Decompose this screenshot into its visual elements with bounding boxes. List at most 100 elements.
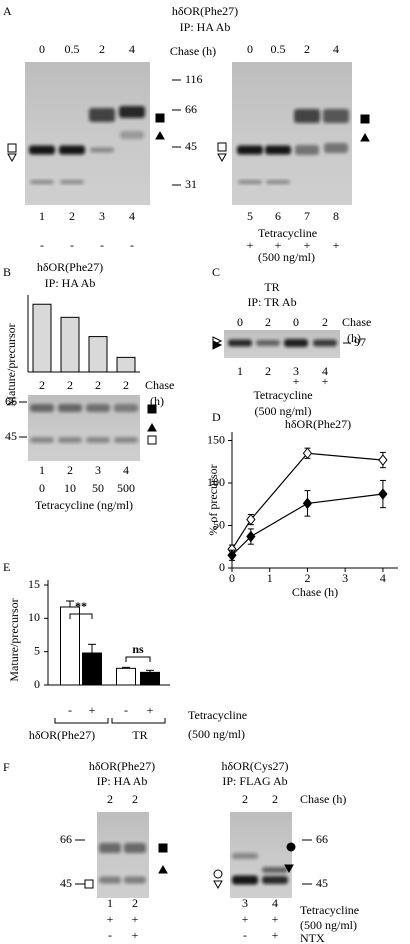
panel-label: F — [3, 760, 10, 774]
gel-band — [30, 404, 54, 412]
tet-sign: + — [304, 238, 311, 252]
gel-band — [284, 339, 308, 347]
chase-time: 4 — [129, 42, 135, 56]
group-label: hδOR(Phe27) — [29, 728, 95, 742]
chase-time: 0 — [237, 315, 243, 329]
lane-number: 2 — [265, 364, 271, 378]
tet-label: Tetracycline (ng/ml) — [35, 498, 133, 512]
y-tick-label: 150 — [207, 432, 225, 446]
marker-square — [147, 404, 157, 414]
bar — [116, 667, 136, 686]
x-tick-label: 1 — [267, 571, 273, 585]
panel-title: hδOR(Phe27) — [37, 260, 103, 274]
x-axis-label: Chase (h) — [292, 585, 338, 599]
gel-band — [59, 145, 85, 155]
tet-sign: + — [275, 238, 282, 252]
gel-band — [313, 339, 337, 347]
bar — [60, 316, 80, 373]
panel-label: C — [212, 265, 220, 279]
chase-unit: (h) — [347, 331, 361, 345]
tet-dose: 10 — [64, 481, 76, 495]
chase-time: 2 — [107, 792, 113, 806]
lane-number: 2 — [69, 209, 75, 223]
tet-label: Tetracycline — [253, 388, 312, 402]
mw-marker: 45 — [185, 139, 197, 153]
tet-conc: (500 ng/ml) — [258, 250, 315, 264]
chase-label: Chase (h) — [170, 44, 216, 58]
y-tick-label: 50 — [213, 517, 225, 531]
mw-marker: 31 — [185, 177, 197, 191]
gel-band — [237, 145, 263, 155]
y-tick-label: 15 — [28, 577, 40, 591]
chase-time: 2 — [322, 315, 328, 329]
chase-unit: (h) — [150, 394, 164, 408]
tet-conc: (500 ng/ml) — [300, 918, 357, 932]
marker-triangle — [284, 864, 294, 874]
gel-band — [29, 145, 55, 155]
gel-band — [58, 437, 82, 443]
mw-marker: 66 — [5, 394, 17, 408]
lane-number: 3 — [99, 209, 105, 223]
tet-sign: + — [132, 912, 139, 926]
marker-triangle — [212, 340, 223, 350]
lane-number: 1 — [39, 463, 45, 477]
gel-band — [124, 876, 146, 884]
ntx-sign: + — [132, 928, 139, 942]
y-axis-label: Mature/precursor — [4, 323, 18, 406]
y-tick-label: 5 — [34, 643, 40, 657]
data-point — [378, 488, 388, 500]
panel-title: hδOR(Phe27) — [172, 4, 238, 18]
group-label: TR — [132, 728, 147, 742]
chase-time: 0 — [39, 42, 45, 56]
ip-label: IP: TR Ab — [247, 295, 296, 309]
marker-square — [84, 879, 94, 889]
marker-triangle — [360, 132, 370, 142]
data-point — [246, 513, 256, 526]
tet-conc: (500 ng/ml) — [255, 404, 312, 418]
x-sign: + — [147, 703, 154, 717]
chase-time: 2 — [99, 42, 105, 56]
gel-band — [262, 867, 288, 873]
tet-dose: 50 — [92, 481, 104, 495]
significance-label: ** — [75, 599, 87, 613]
tet-sign: + — [242, 912, 249, 926]
lane-number: 3 — [242, 896, 248, 910]
panel-label: E — [3, 560, 10, 574]
chase-time: 0 — [293, 315, 299, 329]
gel-band — [266, 180, 290, 184]
gel-band — [124, 843, 146, 853]
data-point — [302, 447, 313, 460]
bar — [82, 652, 102, 686]
tet-sign: + — [322, 374, 329, 388]
mw-marker: 116 — [185, 72, 203, 86]
marker-square — [217, 142, 227, 152]
marker-triangle — [155, 130, 165, 140]
chase-time: 2 — [132, 792, 138, 806]
chase-time: 4 — [333, 42, 339, 56]
chase-time: 2 — [272, 792, 278, 806]
tet-sign: + — [293, 374, 300, 388]
panel-label: D — [212, 410, 221, 424]
mw-marker: 45 — [60, 876, 72, 890]
lane-number: 5 — [247, 209, 253, 223]
marker-square — [360, 114, 370, 124]
marker-circle — [213, 869, 223, 879]
data-point — [227, 549, 237, 562]
gel-band — [58, 404, 82, 412]
panel-title: hδOR(Phe27) — [89, 759, 155, 773]
marker-square — [7, 143, 17, 153]
lane-number: 3 — [95, 463, 101, 477]
tet-sign: + — [107, 912, 114, 926]
marker-triangle — [213, 880, 223, 890]
mw-marker: 45 — [316, 876, 328, 890]
bar — [140, 671, 160, 686]
bar — [60, 606, 80, 686]
y-axis-label: Mature/precursor — [7, 598, 21, 681]
gel-band — [294, 109, 320, 123]
significance-bracket — [125, 656, 151, 662]
tet-conc: (500 ng/ml) — [188, 727, 245, 741]
tet-dose: 0 — [39, 481, 45, 495]
gel-band — [30, 180, 54, 184]
series-line — [231, 452, 383, 550]
lane-number: 3 — [293, 364, 299, 378]
